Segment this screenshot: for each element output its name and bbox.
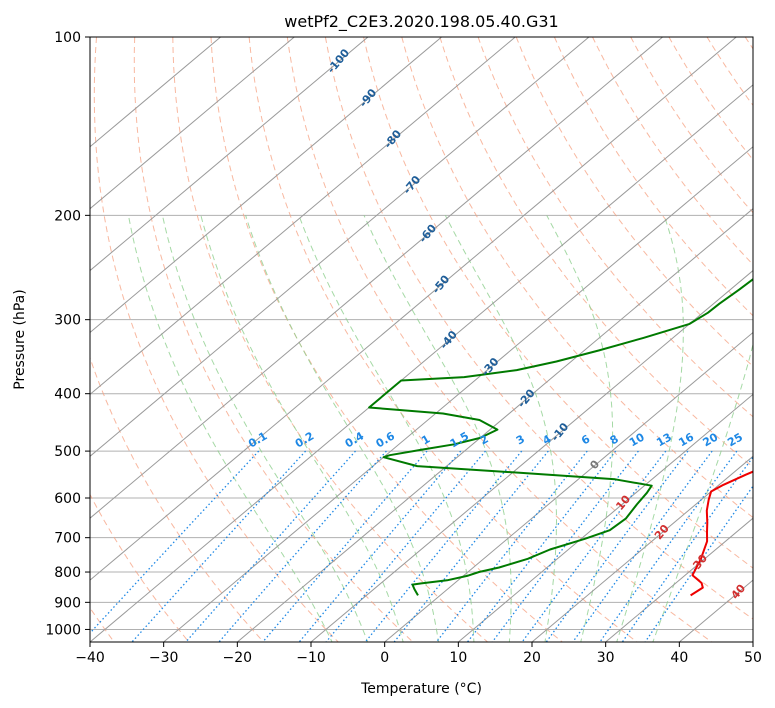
dry-adiabat xyxy=(90,493,190,642)
chart-title: wetPf2_C2E3.2020.198.05.40.G31 xyxy=(284,12,558,32)
plot-frame xyxy=(89,36,754,643)
isotherm-line xyxy=(90,37,663,519)
moist-adiabat xyxy=(161,215,369,642)
mixing-ratio-line xyxy=(298,450,462,642)
x-tick-label: 40 xyxy=(670,650,688,666)
dry-adiabat xyxy=(324,37,753,620)
mixing-ratio-line xyxy=(491,450,639,642)
x-tick-label: 50 xyxy=(744,650,762,666)
isotherm-line xyxy=(90,37,516,396)
mixing-ratio-line xyxy=(393,450,549,642)
x-tick-label: 10 xyxy=(449,650,467,666)
dry-adiabat xyxy=(439,37,753,468)
y-axis: 100 200 300 400 500 600 700 800 900 1000 xyxy=(45,30,90,638)
dry-adiabat xyxy=(210,37,563,642)
plot-background xyxy=(90,37,753,642)
x-tick-label: 30 xyxy=(597,650,615,666)
dry-adiabat xyxy=(90,356,264,642)
moist-adiabat xyxy=(546,215,614,642)
dry-adiabat xyxy=(133,37,414,642)
y-axis-label: Pressure (hPa) xyxy=(12,289,28,389)
dry-adiabat xyxy=(248,37,638,642)
moist-adiabat xyxy=(245,215,439,642)
isotherm-line xyxy=(90,84,753,642)
isotherm-line xyxy=(384,331,753,642)
y-tick-label: 200 xyxy=(54,208,81,224)
x-tick-label: 0 xyxy=(380,650,389,666)
isotherm-line xyxy=(90,37,369,272)
x-tick-label: −40 xyxy=(75,650,105,666)
isotherm-line xyxy=(531,455,753,642)
mixing-ratio-line xyxy=(644,485,753,642)
moist-adiabat xyxy=(363,215,512,642)
moist-adiabat xyxy=(444,215,557,642)
temperature-line xyxy=(690,470,753,597)
x-tick-label: −10 xyxy=(296,650,326,666)
x-tick-label: 20 xyxy=(523,650,541,666)
dewpoint-line xyxy=(368,277,753,596)
dry-adiabat xyxy=(515,37,753,368)
isotherm-line xyxy=(90,37,442,334)
pressure-gridlines xyxy=(90,36,753,630)
y-tick-label: 500 xyxy=(54,444,81,460)
mixing-ratio-line xyxy=(185,450,356,642)
mixing-ratio-line xyxy=(325,450,486,642)
moist-adiabat xyxy=(652,342,753,642)
dry-adiabat xyxy=(553,37,753,317)
isotherm-line xyxy=(310,269,753,642)
thermo-background xyxy=(90,37,753,642)
isotherm-line xyxy=(163,146,753,642)
dry-adiabat xyxy=(363,37,753,569)
dry-adiabat xyxy=(286,37,712,642)
mixing-ratio-line xyxy=(466,450,617,642)
y-tick-label: 100 xyxy=(54,30,81,46)
y-tick-label: 600 xyxy=(54,491,81,507)
y-tick-label: 900 xyxy=(54,595,81,611)
isotherm-line xyxy=(90,37,590,457)
isotherm-line xyxy=(237,208,753,642)
x-tick-label: −20 xyxy=(223,650,253,666)
dry-adiabat xyxy=(668,37,753,161)
moist-adiabat xyxy=(298,215,475,642)
y-tick-label: 700 xyxy=(54,531,81,547)
mixing-ratio-line xyxy=(364,450,523,642)
dry-adiabat xyxy=(93,37,339,642)
isotherm-line xyxy=(90,37,737,581)
isotherm-line xyxy=(90,37,221,148)
x-axis: −40 −30 −20 −10 0 10 20 30 40 50 xyxy=(75,642,762,666)
y-tick-label: 800 xyxy=(54,565,81,581)
mixing-ratio-line xyxy=(131,450,307,642)
x-tick-label: −30 xyxy=(149,650,179,666)
x-axis-label: Temperature (°C) xyxy=(360,681,482,697)
y-tick-label: 1000 xyxy=(45,622,81,638)
moist-adiabat xyxy=(200,215,404,642)
mixing-ratio-line xyxy=(599,450,738,642)
isotherm-line xyxy=(605,517,753,642)
mixing-ratio-line xyxy=(572,450,713,642)
mixing-ratio-line xyxy=(90,450,260,635)
sounding-series xyxy=(368,277,753,597)
moist-adiabat xyxy=(616,215,684,642)
y-tick-label: 400 xyxy=(54,387,81,403)
isotherm-line xyxy=(90,37,295,210)
y-tick-label: 300 xyxy=(54,313,81,329)
dry-adiabat xyxy=(172,37,488,642)
isotherm-line xyxy=(752,641,753,642)
mixing-ratio-line xyxy=(435,450,588,642)
